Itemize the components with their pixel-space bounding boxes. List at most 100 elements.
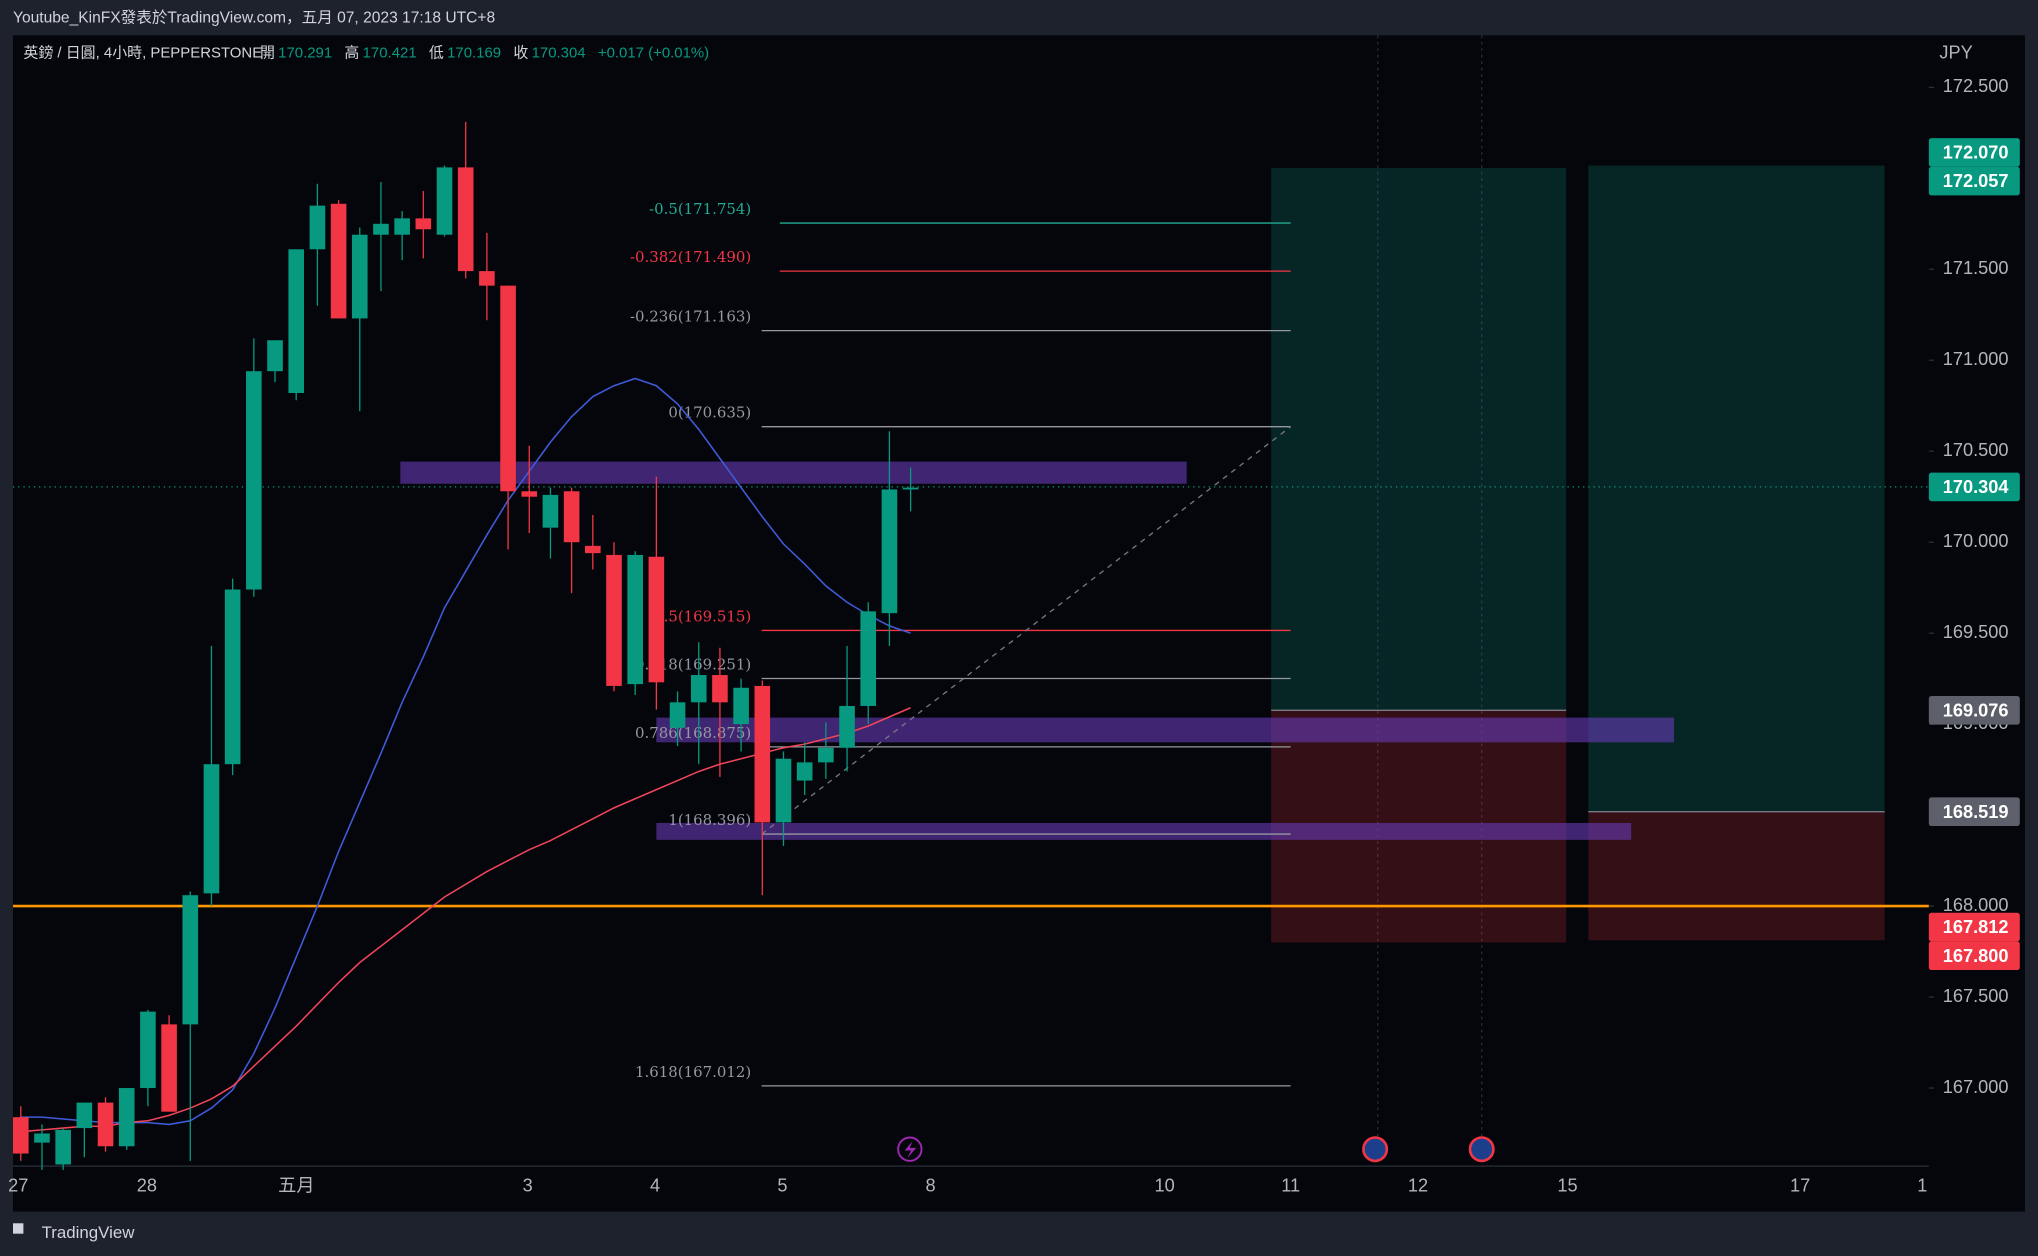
candle-body <box>648 556 665 683</box>
ohlc-value: 170.169 <box>447 44 501 61</box>
ohlc-label: 開 <box>260 44 275 61</box>
price-tag-label: 169.076 <box>1943 700 2009 720</box>
candle-body <box>521 491 538 497</box>
event-icon[interactable] <box>1468 1136 1495 1163</box>
zone <box>656 717 1675 743</box>
candle-body <box>288 249 305 394</box>
x-tick-label: 5 <box>777 1176 787 1196</box>
plot-area <box>12 35 2026 1212</box>
x-tick-label: 五月 <box>278 1176 314 1196</box>
candle-body <box>796 762 813 781</box>
y-tick-label: 168.000 <box>1943 895 2009 915</box>
fib-label: -0.236(171.163) <box>630 308 751 326</box>
candle-body <box>627 554 643 685</box>
fib-label: 0.786(168.875) <box>635 724 751 742</box>
ohlc-label: 低 <box>429 44 444 61</box>
candle-body <box>55 1129 71 1165</box>
candle-body <box>606 554 622 686</box>
candle-body <box>118 1088 135 1147</box>
candle-body <box>775 758 792 823</box>
x-tick-label: 8 <box>926 1176 936 1196</box>
x-tick-label: 3 <box>523 1176 533 1196</box>
y-tick-label: 172.500 <box>1943 76 2009 96</box>
fib-label: 0.5(169.515) <box>654 607 751 625</box>
price-tag <box>1928 166 2020 196</box>
symbol-legend: 英鎊 / 日圓, 4小時, PEPPERSTONE 開 170.291 高 17… <box>23 43 709 61</box>
price-tag <box>1928 138 2020 167</box>
candle-body <box>839 705 855 748</box>
ohlc-label: 高 <box>344 44 359 61</box>
candle-body <box>754 685 771 823</box>
event-icons <box>897 1136 1495 1163</box>
candle-body <box>330 203 347 319</box>
brand: TradingView <box>42 1223 136 1242</box>
symbol: 英鎊 / 日圓, 4小時, PEPPERSTONE <box>23 43 262 61</box>
fib-label: -0.5(171.754) <box>649 200 751 218</box>
candle-body <box>224 589 241 765</box>
candle-body <box>733 687 749 725</box>
loss-zone <box>1588 811 1885 941</box>
candle-body <box>881 489 898 614</box>
candle-body <box>563 491 580 543</box>
trend-line <box>761 426 1292 835</box>
candle-body <box>246 371 262 590</box>
candle-body <box>415 218 432 230</box>
candle-body <box>712 675 728 703</box>
x-tick-label: 11 <box>1281 1176 1300 1196</box>
fib-label: 0(170.635) <box>668 404 751 422</box>
lightning <box>904 1141 917 1159</box>
candle-body <box>860 611 877 706</box>
candle-body <box>902 487 919 490</box>
candle-body <box>34 1133 50 1143</box>
candle-body <box>373 223 389 235</box>
candle-body <box>97 1102 114 1147</box>
publisher: Youtube_KinFX發表於TradingView.com，五月 07, 2… <box>13 9 495 27</box>
candle-body <box>140 1011 156 1089</box>
price-tag-label: 170.304 <box>1943 477 2010 497</box>
y-tick-label: 167.500 <box>1943 986 2009 1006</box>
price-tag <box>1928 912 2020 942</box>
price-tag <box>1928 696 2020 725</box>
x-tick-label: 17 <box>1790 1176 1810 1196</box>
candle-body <box>669 702 686 728</box>
price-tag <box>1928 797 2020 826</box>
candle-body <box>267 340 283 372</box>
currency: JPY <box>1939 42 1972 62</box>
ohlc-value: 170.291 <box>278 44 332 61</box>
candle-body <box>500 285 516 492</box>
candle-body <box>585 545 601 554</box>
x-tick-label: 1 <box>1917 1176 1927 1196</box>
x-tick-label: 27 <box>8 1176 28 1196</box>
event-icon[interactable] <box>1362 1136 1389 1163</box>
candle-body <box>818 747 834 763</box>
profit-zone <box>1271 167 1567 711</box>
candle-body <box>203 764 220 894</box>
price-tag-label: 167.812 <box>1943 917 2009 937</box>
event-icon[interactable] <box>897 1136 923 1162</box>
y-tick-label: 169.500 <box>1943 622 2009 642</box>
candle-body <box>436 167 453 235</box>
candle-body <box>542 494 559 528</box>
y-tick-label: 171.000 <box>1943 349 2009 369</box>
fib-label: 1.618(167.012) <box>635 1063 751 1081</box>
candle-body <box>309 205 326 250</box>
price-tag-label: 167.800 <box>1943 946 2009 966</box>
price-tag <box>1928 941 2020 970</box>
ohlc-label: 收 <box>513 44 528 61</box>
x-tick-label: 28 <box>137 1176 157 1196</box>
price-tag-label: 172.070 <box>1943 143 2009 163</box>
ohlc-value: 170.304 <box>532 44 586 61</box>
ohlc-value: 170.421 <box>363 44 417 61</box>
candle-body <box>161 1024 177 1112</box>
price-tag <box>1928 472 2020 502</box>
fib-label: -0.382(171.490) <box>630 248 751 266</box>
y-tick-label: 171.500 <box>1943 258 2009 278</box>
candle-body <box>351 234 368 319</box>
zone <box>656 822 1632 840</box>
candle-body <box>394 218 410 235</box>
candle-body <box>690 675 707 703</box>
candle-body <box>479 271 495 286</box>
candle-body <box>457 167 474 272</box>
y-tick-label: 170.000 <box>1943 531 2009 551</box>
